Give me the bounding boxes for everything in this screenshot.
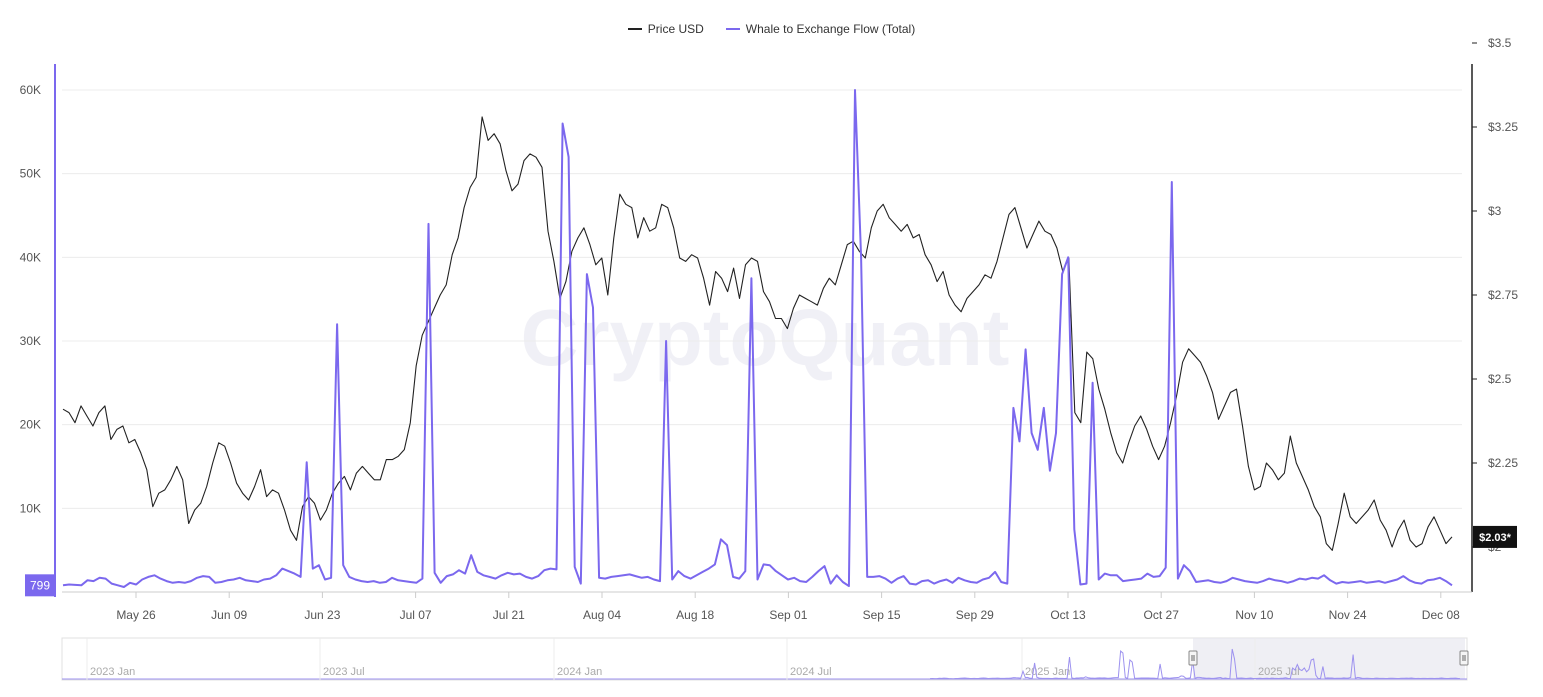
x-tick-label: Sep 01 [769, 608, 807, 622]
left-tick-label: 10K [20, 501, 41, 515]
right-axis: $2$2.25$2.5$2.75$3$3.25$3.5 [1471, 36, 1518, 592]
navigator-flow-preview [929, 648, 1461, 680]
series-line-whale-flow[interactable] [62, 89, 1453, 588]
x-tick-label: Aug 18 [676, 608, 714, 622]
x-tick-label: Dec 08 [1422, 608, 1460, 622]
legend-swatch-flow [725, 28, 740, 30]
legend-item-price[interactable]: Price USD [627, 22, 704, 36]
legend-item-flow[interactable]: Whale to Exchange Flow (Total) [725, 22, 916, 36]
right-tick-label: $3.5 [1488, 36, 1512, 50]
left-tick-label: 50K [20, 167, 41, 181]
legend-swatch-price [627, 28, 642, 30]
watermark: CryptoQuant [521, 293, 1010, 382]
navigator[interactable]: 2023 Jan 2023 Jul 2024 Jan 2024 Jul 2025 Jan… [61, 637, 1469, 681]
left-axis: 10K 20K 30K 40K 50K 60K [20, 64, 56, 597]
legend: Price USD Whale to Exchange Flow (Total) [0, 22, 1543, 36]
x-tick-label: Jul 07 [400, 608, 432, 622]
x-tick-label: Oct 27 [1144, 608, 1180, 622]
x-axis: May 26 Jun 09 Jun 23 Jul 07 Jul 21 Aug 04 Aug … [62, 591, 1472, 622]
current-flow-badge [25, 574, 55, 597]
navigator-selection[interactable] [1193, 638, 1465, 680]
right-tick-label: $2.75 [1488, 288, 1518, 302]
right-tick-label: $2.5 [1488, 372, 1512, 386]
x-tick-label: Jul 21 [493, 608, 525, 622]
current-value-labels: 799 $2.03* [25, 525, 1517, 597]
navigator-label: 2024 Jan [557, 666, 602, 678]
series-line-price-usd[interactable] [62, 116, 1453, 551]
x-tick-label: Oct 13 [1050, 608, 1086, 622]
left-tick-label: 60K [20, 83, 41, 97]
navigator-label: 2023 Jan [90, 666, 135, 678]
navigator-handle-right[interactable] [1459, 650, 1469, 666]
right-tick-label: $2.25 [1488, 456, 1518, 470]
navigator-label: 2025 Jul [1258, 666, 1300, 678]
x-tick-label: Sep 15 [863, 608, 901, 622]
x-tick-label: Sep 29 [956, 608, 994, 622]
legend-label-price: Price USD [647, 22, 704, 36]
x-tick-label: Nov 10 [1235, 608, 1273, 622]
left-tick-label: 40K [20, 250, 41, 264]
right-tick-label: $3 [1488, 204, 1502, 218]
x-tick-label: Jun 09 [211, 608, 247, 622]
right-tick-label: $3.25 [1488, 120, 1518, 134]
navigator-label: 2025 Jan [1025, 666, 1070, 678]
x-tick-label: Jun 23 [304, 608, 340, 622]
x-tick-label: Aug 04 [583, 608, 621, 622]
current-flow-label: 799 [30, 578, 50, 592]
navigator-label: 2023 Jul [323, 666, 365, 678]
x-tick-label: Nov 24 [1329, 608, 1367, 622]
left-tick-label: 30K [20, 334, 41, 348]
navigator-label: 2024 Jul [790, 666, 832, 678]
current-price-label: $2.03* [1479, 532, 1512, 544]
grid-lines [62, 89, 1462, 509]
series-layer [62, 89, 1453, 588]
navigator-handle-left[interactable] [1188, 650, 1198, 666]
x-tick-label: May 26 [116, 608, 156, 622]
current-price-badge [1473, 525, 1517, 548]
left-tick-label: 20K [20, 418, 41, 432]
legend-label-flow: Whale to Exchange Flow (Total) [745, 22, 916, 36]
